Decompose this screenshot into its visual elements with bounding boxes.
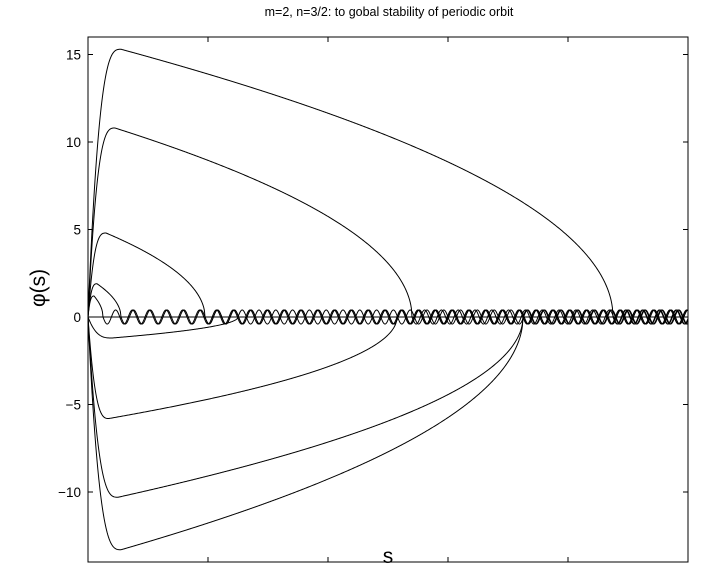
- x-axis-label: s: [383, 545, 394, 565]
- chart-title: m=2, n=3/2: to gobal stability of period…: [265, 5, 514, 19]
- y-tick-label: −5: [66, 398, 81, 413]
- plot-area-frame: [87, 36, 689, 563]
- y-tick-label: 10: [66, 135, 81, 150]
- y-tick-label: 0: [73, 310, 81, 325]
- curves-group: [87, 48, 689, 551]
- y-tick-label: 5: [73, 223, 81, 238]
- series-4-upper-line: [87, 283, 689, 325]
- y-tick-label: −10: [58, 485, 81, 500]
- series-4-lower-line: [87, 309, 689, 339]
- y-tick-label: 15: [66, 48, 81, 63]
- y-axis-label: φ(s): [27, 269, 50, 307]
- series-5-upper-line: [87, 295, 689, 325]
